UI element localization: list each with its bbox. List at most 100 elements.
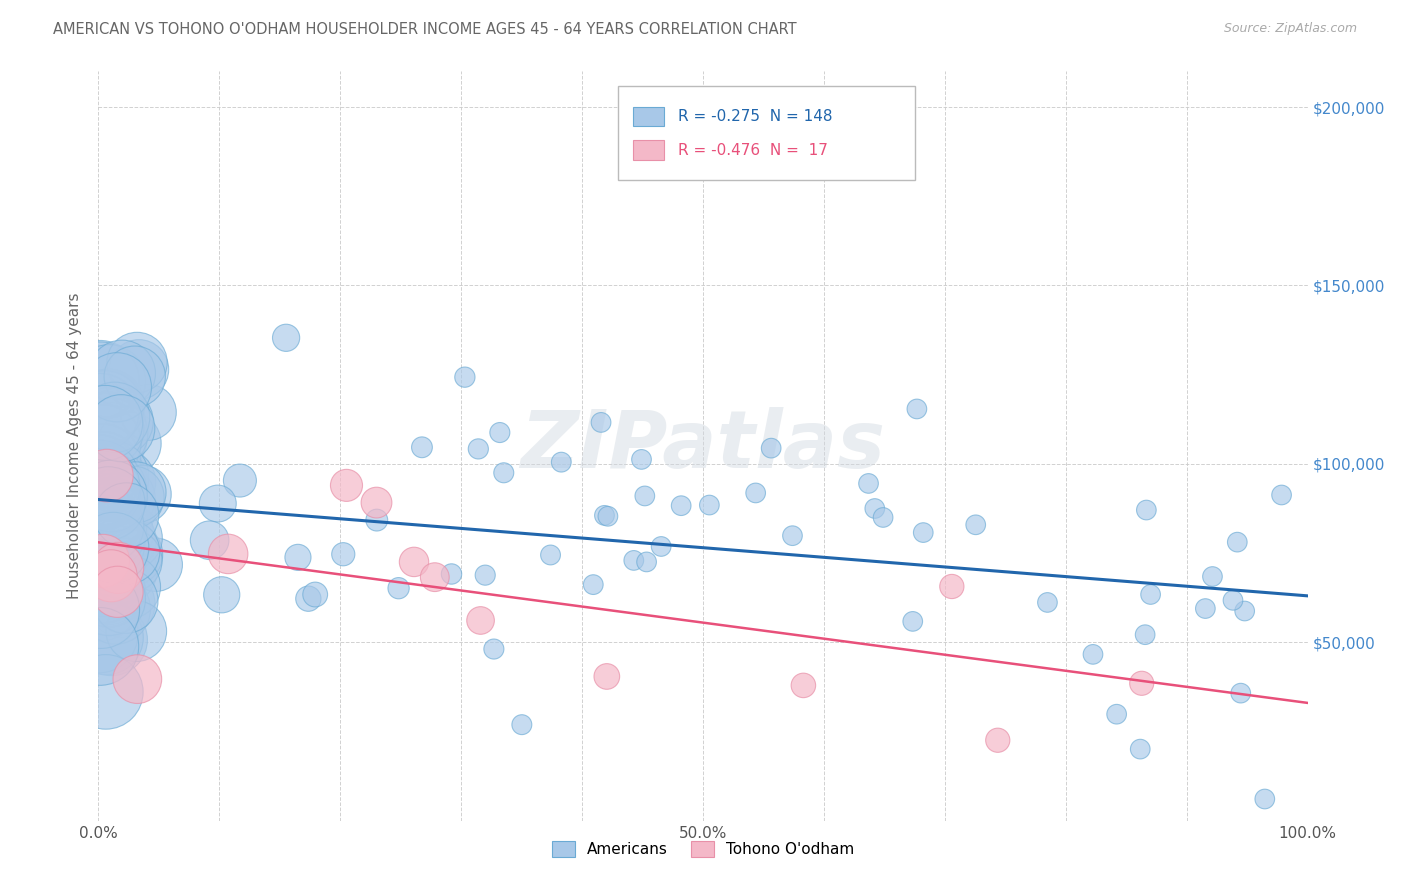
Point xyxy=(101,426,124,441)
Point xyxy=(593,508,616,523)
Point xyxy=(124,485,146,500)
Point xyxy=(217,547,239,561)
Point xyxy=(94,416,117,430)
Text: AMERICAN VS TOHONO O'ODHAM HOUSEHOLDER INCOME AGES 45 - 64 YEARS CORRELATION CHA: AMERICAN VS TOHONO O'ODHAM HOUSEHOLDER I… xyxy=(53,22,797,37)
Point xyxy=(650,540,672,554)
Point xyxy=(489,425,512,440)
Point xyxy=(1133,628,1156,642)
Point xyxy=(474,568,496,582)
Point xyxy=(1036,595,1059,609)
Point xyxy=(1254,792,1277,806)
Point xyxy=(96,518,118,533)
Point xyxy=(136,405,159,419)
Point xyxy=(905,401,928,416)
Point xyxy=(127,672,149,686)
Point xyxy=(98,374,121,388)
Point xyxy=(467,442,489,456)
Point xyxy=(90,516,112,530)
Point xyxy=(636,555,658,569)
Point xyxy=(454,370,477,384)
Point xyxy=(90,557,112,571)
Point xyxy=(387,581,409,595)
Point xyxy=(1129,742,1152,756)
Point xyxy=(1194,601,1216,615)
Point xyxy=(582,577,605,591)
Point xyxy=(411,440,433,454)
FancyBboxPatch shape xyxy=(633,140,664,160)
Point xyxy=(108,415,131,429)
Point xyxy=(100,548,122,562)
Point xyxy=(863,501,886,516)
Point xyxy=(98,417,121,431)
Point xyxy=(669,499,692,513)
Point xyxy=(792,678,814,692)
Point xyxy=(699,498,721,512)
Point xyxy=(872,510,894,524)
Point xyxy=(858,476,880,491)
FancyBboxPatch shape xyxy=(619,87,915,180)
Text: ZIPatlas: ZIPatlas xyxy=(520,407,886,485)
Point xyxy=(101,475,124,489)
Point xyxy=(94,631,117,645)
Point xyxy=(90,480,112,494)
Point xyxy=(211,588,233,602)
Point xyxy=(100,507,122,521)
Point xyxy=(91,534,114,549)
Point xyxy=(89,520,111,534)
Point xyxy=(104,410,127,425)
Point xyxy=(108,526,131,541)
FancyBboxPatch shape xyxy=(633,106,664,126)
Point xyxy=(100,482,122,496)
Point xyxy=(91,554,114,568)
Point xyxy=(93,572,115,586)
Point xyxy=(111,502,134,516)
Point xyxy=(97,581,120,595)
Point xyxy=(97,536,120,550)
Point xyxy=(1130,676,1153,690)
Point xyxy=(89,595,111,609)
Point xyxy=(94,480,117,494)
Point xyxy=(510,717,533,731)
Point xyxy=(901,615,924,629)
Point xyxy=(335,478,357,492)
Point xyxy=(112,564,135,578)
Point xyxy=(100,569,122,583)
Point xyxy=(111,533,134,547)
Point xyxy=(91,435,114,450)
Point xyxy=(125,624,148,639)
Point xyxy=(965,517,987,532)
Point xyxy=(111,491,134,506)
Point xyxy=(103,501,125,516)
Point xyxy=(100,524,122,539)
Point xyxy=(89,372,111,386)
Point xyxy=(89,405,111,419)
Point xyxy=(107,561,129,575)
Point xyxy=(97,496,120,510)
Point xyxy=(93,509,115,524)
Point xyxy=(287,550,309,565)
Point xyxy=(100,548,122,562)
Point xyxy=(104,602,127,616)
Point xyxy=(596,509,619,524)
Y-axis label: Householder Income Ages 45 - 64 years: Householder Income Ages 45 - 64 years xyxy=(67,293,83,599)
Point xyxy=(96,399,118,413)
Point xyxy=(470,614,492,628)
Point xyxy=(229,474,252,488)
Point xyxy=(1229,686,1251,700)
Point xyxy=(440,566,463,581)
Point xyxy=(105,380,128,394)
Point xyxy=(93,493,115,508)
Point xyxy=(97,583,120,598)
Point xyxy=(589,416,612,430)
Point xyxy=(100,632,122,647)
Point xyxy=(118,436,141,450)
Point xyxy=(96,481,118,495)
Point xyxy=(1226,535,1249,549)
Point xyxy=(103,541,125,555)
Point xyxy=(110,421,132,435)
Point xyxy=(274,331,297,345)
Point xyxy=(124,369,146,384)
Point xyxy=(1105,707,1128,722)
Point xyxy=(1135,503,1157,517)
Point xyxy=(100,483,122,498)
